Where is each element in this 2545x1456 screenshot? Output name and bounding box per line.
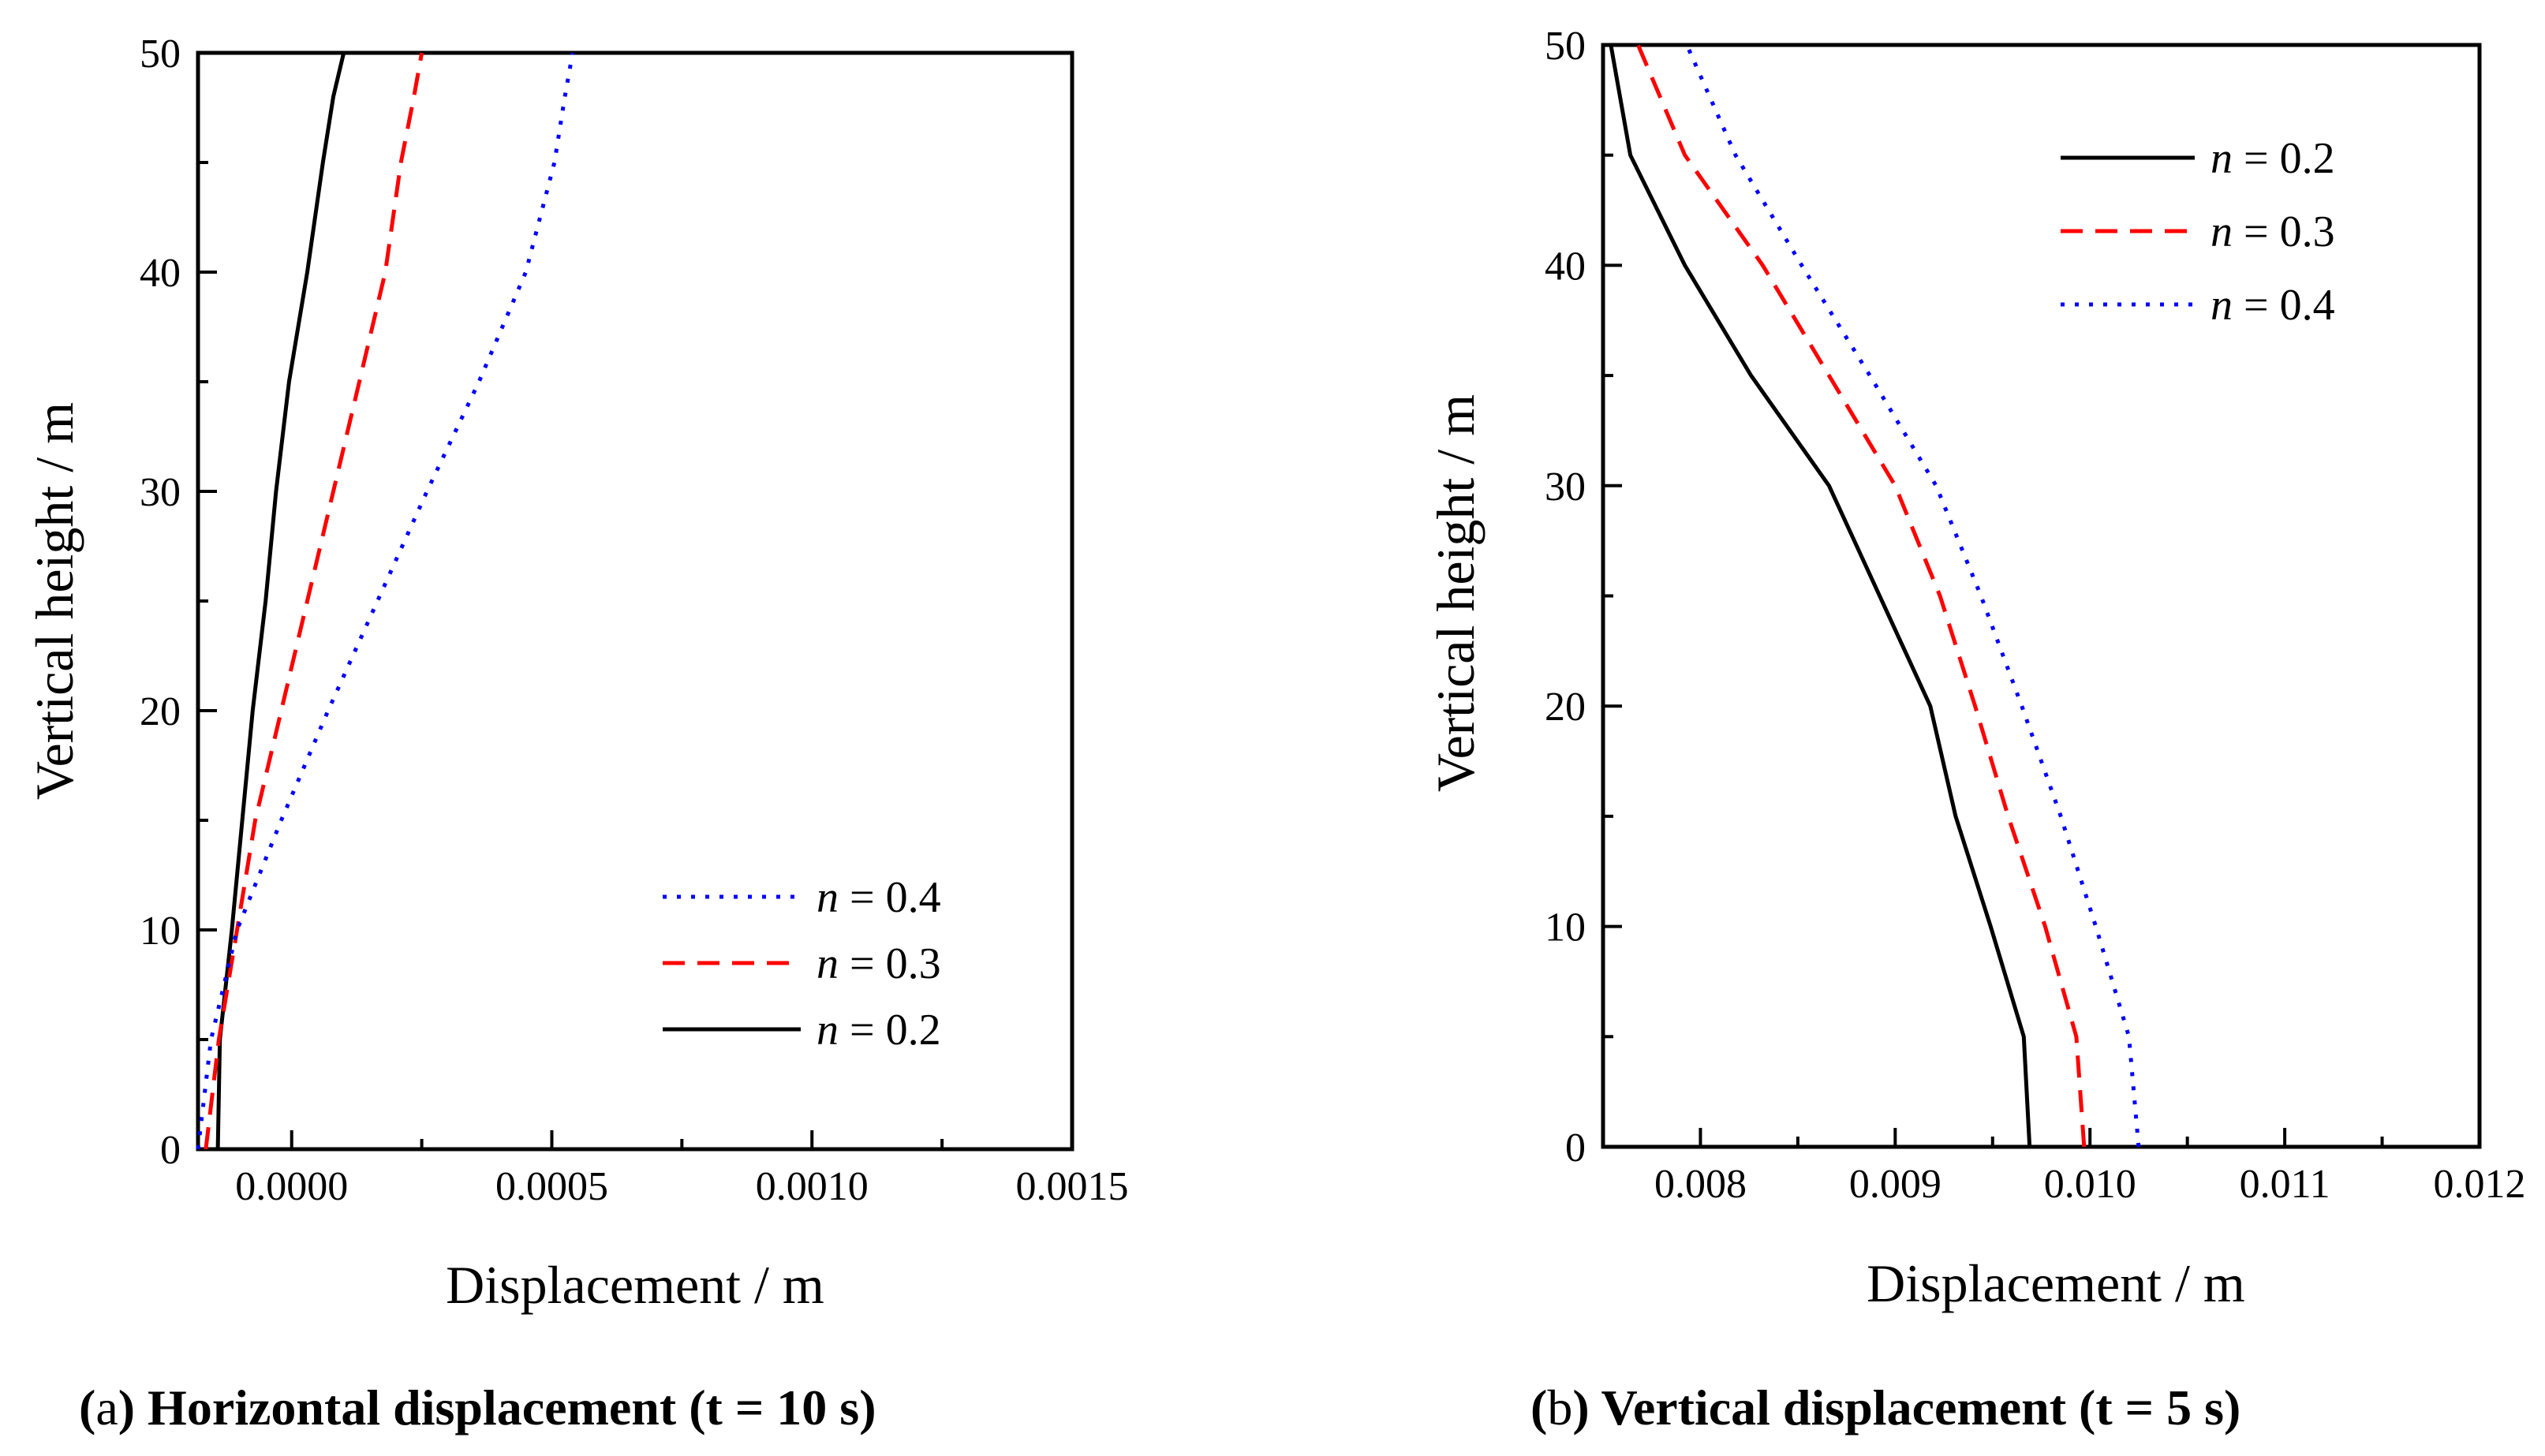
panel-b-y-axis-title: Vertical height / m bbox=[1426, 394, 1486, 792]
y-tick-label: 30 bbox=[1545, 465, 1586, 510]
panel-a-x-axis-title: Displacement / m bbox=[446, 1255, 824, 1315]
panel-a-y-axis-title: Vertical height / m bbox=[24, 402, 84, 800]
panel-a-caption-text: Horizontal displacement (t = 10 s) bbox=[148, 1379, 876, 1435]
panel-b-x-axis-title: Displacement / m bbox=[1867, 1253, 2245, 1313]
legend-label: n = 0.3 bbox=[817, 939, 941, 988]
y-tick-label: 0 bbox=[160, 1128, 181, 1173]
series-line-n-0-4 bbox=[1684, 43, 2141, 1148]
panel-b-legend: n = 0.2n = 0.3n = 0.4 bbox=[2061, 134, 2335, 330]
panel-a-series-lines bbox=[196, 52, 575, 1150]
legend-variable: n bbox=[817, 873, 839, 922]
legend-value: = 0.3 bbox=[839, 939, 941, 988]
y-tick-label: 50 bbox=[1545, 24, 1586, 69]
x-tick-label: 0.010 bbox=[2044, 1162, 2136, 1207]
panel-a-legend: n = 0.4n = 0.3n = 0.2 bbox=[663, 873, 941, 1055]
legend-variable: n bbox=[817, 1006, 839, 1055]
legend-variable: n bbox=[2211, 134, 2233, 183]
y-tick-label: 50 bbox=[140, 32, 181, 77]
y-tick-label: 30 bbox=[140, 470, 181, 515]
legend-value: = 0.2 bbox=[2233, 134, 2335, 183]
legend-label: n = 0.4 bbox=[817, 873, 941, 922]
panel-b-ticks: 0.008 0.009 0.010 0.011 0.012 0 10 20 30 40 50 bbox=[1545, 24, 2526, 1207]
panel-a-plot-frame bbox=[196, 50, 1074, 1152]
series-line-n-0-2 bbox=[1609, 44, 2032, 1148]
legend-label: n = 0.4 bbox=[2211, 281, 2335, 330]
legend-variable: n bbox=[817, 939, 839, 988]
panel-b-caption: (b) Vertical displacement (t = 5 s) bbox=[1530, 1379, 2240, 1435]
series-line-n-0-4 bbox=[196, 52, 575, 1150]
series-line-n-0-3 bbox=[204, 52, 424, 1150]
x-tick-label: 0.0010 bbox=[756, 1164, 869, 1209]
x-tick-label: 0.009 bbox=[1849, 1162, 1941, 1207]
y-tick-label: 20 bbox=[140, 689, 181, 734]
legend-label: n = 0.2 bbox=[817, 1006, 941, 1055]
legend-value: = 0.3 bbox=[2233, 207, 2335, 256]
x-tick-label: 0.0005 bbox=[495, 1164, 608, 1209]
legend-value: = 0.2 bbox=[839, 1006, 941, 1055]
legend-value: = 0.4 bbox=[2233, 281, 2335, 330]
legend-variable: n bbox=[2211, 207, 2233, 256]
y-tick-label: 0 bbox=[1565, 1126, 1586, 1170]
x-tick-label: 0.011 bbox=[2240, 1162, 2330, 1207]
panel-b-series-lines bbox=[1609, 43, 2141, 1148]
series-line-n-0-2 bbox=[215, 52, 346, 1150]
panel-a-label: a bbox=[95, 1379, 118, 1435]
series-line-n-0-3 bbox=[1636, 44, 2087, 1148]
panel-a-caption: (a) Horizontal displacement (t = 10 s) bbox=[79, 1379, 876, 1435]
panel-b-label: b bbox=[1547, 1379, 1572, 1435]
legend-variable: n bbox=[2211, 281, 2233, 330]
y-tick-label: 20 bbox=[1545, 685, 1586, 730]
legend-label: n = 0.2 bbox=[2211, 134, 2335, 183]
x-tick-label: 0.008 bbox=[1654, 1162, 1747, 1207]
panel-b-plot-frame bbox=[1601, 43, 2482, 1149]
y-tick-label: 10 bbox=[1545, 905, 1586, 950]
y-tick-label: 40 bbox=[1545, 244, 1586, 289]
x-tick-label: 0.0000 bbox=[235, 1164, 348, 1209]
panel-a-horizontal-displacement: 0.0000 0.0005 0.0010 0.0015 0 10 20 30 40 50 n = … bbox=[24, 32, 1129, 1435]
x-tick-label: 0.0015 bbox=[1016, 1164, 1129, 1209]
legend-value: = 0.4 bbox=[839, 873, 941, 922]
panel-a-ticks: 0.0000 0.0005 0.0010 0.0015 0 10 20 30 40 50 bbox=[140, 32, 1129, 1209]
legend-label: n = 0.3 bbox=[2211, 207, 2335, 256]
y-tick-label: 10 bbox=[140, 909, 181, 954]
y-tick-label: 40 bbox=[140, 251, 181, 296]
panel-b-vertical-displacement: 0.008 0.009 0.010 0.011 0.012 0 10 20 30 40 50 n =… bbox=[1426, 24, 2526, 1435]
x-tick-label: 0.012 bbox=[2434, 1162, 2526, 1207]
panel-b-caption-text: Vertical displacement (t = 5 s) bbox=[1601, 1379, 2240, 1435]
